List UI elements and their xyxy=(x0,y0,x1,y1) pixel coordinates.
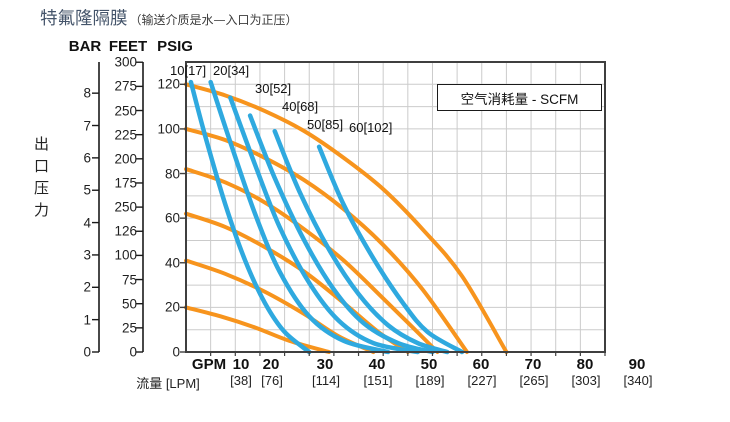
air-curve-label: 50[85] xyxy=(307,117,344,132)
air-curve-label: 10[17] xyxy=(170,63,207,78)
pressure-curve xyxy=(184,82,509,354)
lpm-tick-label: [114] xyxy=(312,373,340,388)
feet-tick-label: 275 xyxy=(114,78,137,94)
air-consumption-curve xyxy=(188,79,312,355)
bar-tick-label: 0 xyxy=(83,344,91,360)
unit-header-bar: BAR xyxy=(68,38,102,55)
psig-tick-label: 40 xyxy=(164,255,180,271)
feet-tick-label: 300 xyxy=(114,54,137,70)
legend-box: 空气消耗量 - SCFM xyxy=(437,84,602,111)
gpm-tick-label: 30 xyxy=(316,356,334,373)
chart-header: 特氟隆隔膜 （输送介质是水—入口为正压） xyxy=(40,5,298,30)
air-curve-label: 30[52] xyxy=(255,81,292,96)
feet-tick-label: 100 xyxy=(114,247,137,263)
psig-tick-label: 80 xyxy=(164,166,180,182)
page-subtitle: （输送介质是水—入口为正压） xyxy=(129,13,298,27)
feet-tick-label: 250 xyxy=(114,199,137,215)
gpm-unit-label: GPM xyxy=(191,356,227,373)
lpm-tick-label: [38] xyxy=(230,373,252,388)
unit-header-psig: PSIG xyxy=(157,38,193,55)
feet-tick-label: 250 xyxy=(114,103,137,119)
feet-tick-label: 75 xyxy=(121,272,137,288)
feet-tick-label: 25 xyxy=(121,320,137,336)
feet-tick-label: 0 xyxy=(129,344,137,360)
lpm-tick-label: [265] xyxy=(519,373,549,388)
air-curve-label: 20[34] xyxy=(213,63,250,78)
bar-tick-label: 3 xyxy=(83,247,91,263)
bar-tick-label: 5 xyxy=(83,182,91,198)
air-consumption-curve xyxy=(316,144,465,355)
feet-tick-label: 225 xyxy=(114,127,137,143)
gpm-tick-label: 90 xyxy=(628,356,646,373)
gpm-tick-label: 70 xyxy=(524,356,542,373)
gpm-tick-label: 80 xyxy=(576,356,594,373)
air-consumption-curve xyxy=(247,113,435,355)
unit-header-feet: FEET xyxy=(108,38,148,55)
lpm-tick-label: [227] xyxy=(467,373,497,388)
air-consumption-curve xyxy=(208,79,391,355)
lpm-tick-label: [189] xyxy=(415,373,445,388)
bar-tick-label: 1 xyxy=(83,312,91,328)
psig-tick-label: 100 xyxy=(157,121,180,137)
psig-tick-label: 0 xyxy=(172,344,180,360)
gpm-tick-label: 10 xyxy=(232,356,250,373)
air-consumption-curve xyxy=(272,128,450,355)
feet-tick-label: 200 xyxy=(114,151,137,167)
psig-tick-label: 120 xyxy=(157,76,180,92)
page-title: 特氟隆隔膜 xyxy=(40,9,128,29)
feet-tick-label: 50 xyxy=(121,296,137,312)
feet-tick-label: 126 xyxy=(114,223,137,239)
y-axis-title: 出口压力 xyxy=(32,136,50,224)
lpm-tick-label: [151] xyxy=(363,373,393,388)
bar-tick-label: 8 xyxy=(83,85,91,101)
bar-tick-label: 4 xyxy=(83,215,91,231)
bar-tick-label: 2 xyxy=(83,279,91,295)
psig-tick-label: 60 xyxy=(164,210,180,226)
gpm-tick-label: 20 xyxy=(262,356,280,373)
lpm-tick-label: [303] xyxy=(571,373,601,388)
air-consumption-curve xyxy=(228,95,420,355)
lpm-unit-label: 流量 [LPM] xyxy=(136,376,200,391)
gpm-tick-label: 60 xyxy=(472,356,490,373)
gpm-tick-label: 50 xyxy=(420,356,438,373)
psig-tick-label: 20 xyxy=(164,299,180,315)
lpm-tick-label: [340] xyxy=(623,373,653,388)
feet-tick-label: 175 xyxy=(114,175,137,191)
legend-label: 空气消耗量 - SCFM xyxy=(460,91,579,107)
gpm-tick-label: 40 xyxy=(368,356,386,373)
air-curve-label: 40[68] xyxy=(282,99,319,114)
air-curve-label: 60[102] xyxy=(349,120,393,135)
bar-tick-label: 7 xyxy=(83,118,91,133)
lpm-tick-label: [76] xyxy=(261,373,283,388)
plot-border xyxy=(185,61,606,353)
bar-tick-label: 6 xyxy=(83,150,91,166)
